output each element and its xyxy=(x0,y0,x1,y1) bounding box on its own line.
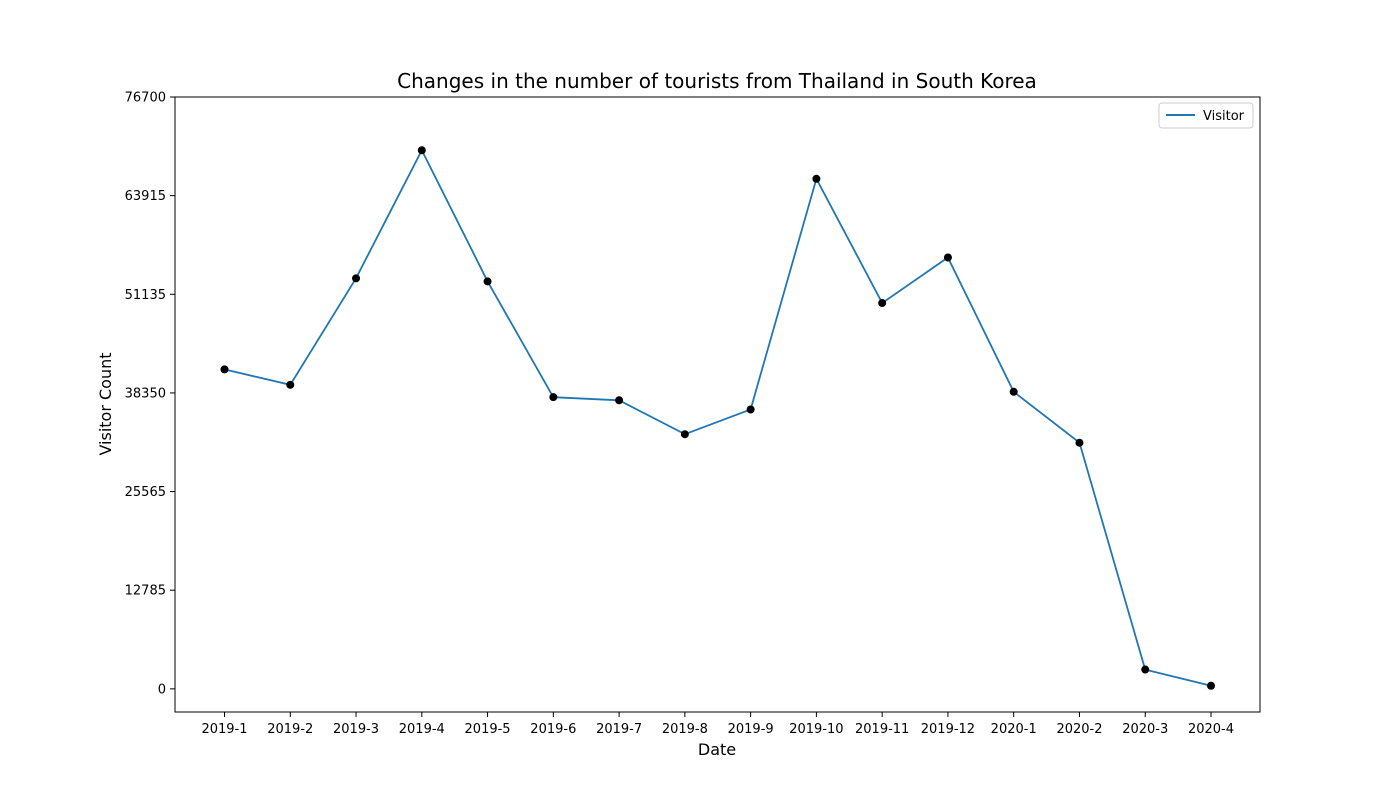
data-point xyxy=(549,393,558,402)
y-axis-label: Visitor Count xyxy=(96,352,115,455)
y-tick-label: 25565 xyxy=(125,485,166,500)
data-point xyxy=(878,299,887,308)
data-point xyxy=(220,365,229,374)
x-tick-label: 2020-2 xyxy=(1056,722,1102,737)
data-point xyxy=(1075,438,1084,447)
chart-title: Changes in the number of tourists from T… xyxy=(397,69,1037,93)
x-tick-label: 2019-1 xyxy=(201,722,247,737)
legend-box xyxy=(1158,102,1254,129)
data-point xyxy=(1141,665,1150,674)
data-point xyxy=(1207,681,1215,690)
data-point xyxy=(615,396,624,405)
data-point xyxy=(680,430,689,439)
legend: Visitor xyxy=(1158,102,1254,129)
x-tick-label: 2020-4 xyxy=(1188,722,1234,737)
data-point xyxy=(1009,387,1018,396)
data-point xyxy=(286,380,295,389)
legend-entry-visitor: Visitor xyxy=(1203,109,1245,124)
series-line-visitor xyxy=(224,148,1212,687)
plot-area-frame xyxy=(174,96,1261,713)
y-tick-label: 0 xyxy=(158,682,166,697)
x-tick-label: 2019-8 xyxy=(662,722,708,737)
x-tick-label: 2019-12 xyxy=(921,722,975,737)
y-tick-label: 76700 xyxy=(125,91,166,106)
y-tick-label: 12785 xyxy=(125,584,166,599)
x-tick-label: 2019-6 xyxy=(530,722,576,737)
series-layer xyxy=(220,146,1215,690)
x-tick-label: 2019-4 xyxy=(399,722,445,737)
x-tick-label: 2020-1 xyxy=(991,722,1037,737)
y-axis: 0 12785 25565 38350 51135 63915 76700 xyxy=(125,91,175,697)
data-point xyxy=(812,174,821,183)
data-point xyxy=(483,277,492,286)
y-tick-label: 63915 xyxy=(125,189,166,204)
x-axis-label: Date xyxy=(698,740,736,759)
x-tick-label: 2019-2 xyxy=(267,722,313,737)
x-tick-label: 2019-5 xyxy=(465,722,511,737)
x-tick-label: 2019-9 xyxy=(728,722,774,737)
x-tick-label: 2019-7 xyxy=(596,722,642,737)
y-tick-label: 38350 xyxy=(125,386,166,401)
x-tick-label: 2019-3 xyxy=(333,722,379,737)
data-point xyxy=(943,253,952,262)
data-point xyxy=(417,146,426,155)
y-tick-label: 51135 xyxy=(125,288,166,303)
x-tick-label: 2020-3 xyxy=(1122,722,1168,737)
data-point xyxy=(746,405,755,414)
x-tick-label: 2019-10 xyxy=(789,722,843,737)
x-axis: 2019-1 2019-2 2019-3 2019-4 2019-5 2019-6 2019… xyxy=(201,712,1234,737)
data-point xyxy=(352,274,361,283)
x-tick-label: 2019-11 xyxy=(855,722,909,737)
